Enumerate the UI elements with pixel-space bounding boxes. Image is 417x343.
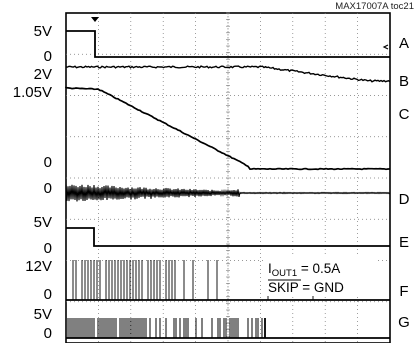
channel-label-c: C xyxy=(399,106,410,123)
label-a-0: 0 xyxy=(44,48,52,65)
trigger-marker xyxy=(91,17,99,22)
trace-f-pulses xyxy=(72,260,314,300)
channel-label-d: D xyxy=(399,191,410,208)
annotation-skip: SKIP = GND xyxy=(268,280,344,295)
label-f-12v: 12V xyxy=(25,258,52,275)
label-c-1-05v: 1.05V xyxy=(13,84,52,101)
label-a-5v: 5V xyxy=(34,23,52,40)
label-f-0: 0 xyxy=(44,286,52,303)
trace-g-base xyxy=(66,318,390,339)
channel-label-e: E xyxy=(399,234,409,251)
label-e-0: 0 xyxy=(44,240,52,257)
label-g-5v: 5V xyxy=(34,306,52,323)
channel-label-g: G xyxy=(398,314,410,331)
waveforms xyxy=(65,17,391,339)
chart-title: MAX17007A toc21 xyxy=(335,1,414,12)
trace-c xyxy=(65,86,390,171)
trace-d xyxy=(65,184,391,202)
label-b-2v: 2V xyxy=(34,66,52,83)
label-g-0: 0 xyxy=(44,325,52,342)
level-marker xyxy=(382,44,389,50)
label-d-0: 0 xyxy=(44,180,52,197)
label-e-5v: 5V xyxy=(34,214,52,231)
channel-label-a: A xyxy=(399,35,409,52)
trace-e xyxy=(66,227,390,247)
channel-label-f: F xyxy=(399,283,408,300)
annotation-iout: IOUT1 = 0.5A xyxy=(268,261,340,279)
trace-g-pulses xyxy=(67,318,263,338)
label-c-0: 0 xyxy=(44,154,52,171)
trace-b xyxy=(65,65,391,83)
trace-a xyxy=(66,30,390,58)
channel-label-b: B xyxy=(399,73,409,90)
